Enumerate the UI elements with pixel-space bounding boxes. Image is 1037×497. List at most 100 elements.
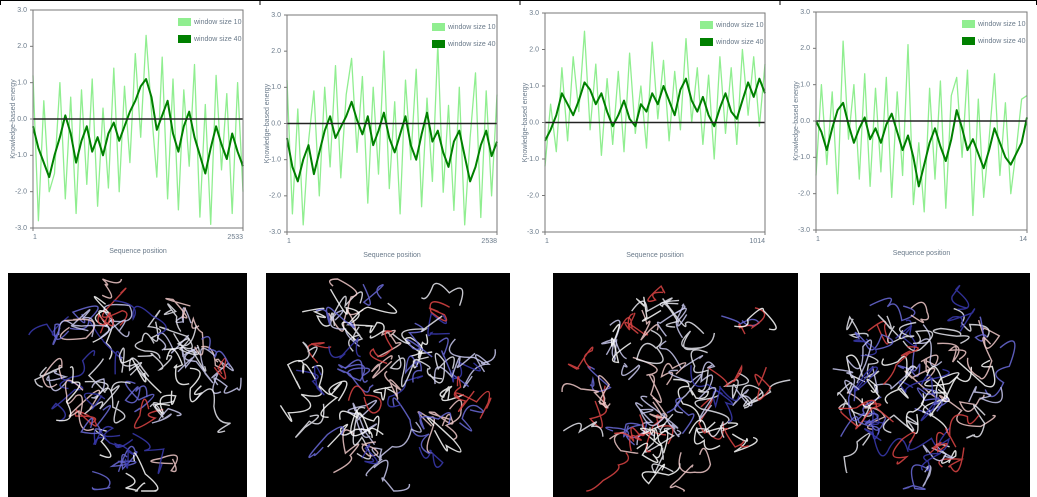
ribbon bbox=[417, 411, 435, 454]
ribbon bbox=[621, 362, 641, 381]
ribbon bbox=[656, 307, 688, 337]
ribbon bbox=[641, 463, 681, 485]
ribbon bbox=[922, 398, 948, 434]
ribbon bbox=[902, 330, 934, 352]
ribbon bbox=[191, 316, 204, 356]
legend-swatch bbox=[178, 35, 191, 43]
ribbon bbox=[195, 388, 231, 433]
y-tick-label: -1.0 bbox=[527, 156, 539, 163]
ribbon bbox=[644, 413, 675, 453]
y-tick-label: 1.0 bbox=[800, 82, 810, 89]
ribbon bbox=[132, 432, 165, 475]
ribbon bbox=[635, 329, 664, 365]
ribbon bbox=[853, 366, 878, 393]
ribbon bbox=[688, 387, 710, 400]
y-tick-label: 3.0 bbox=[17, 7, 27, 14]
y-tick-label: 1.0 bbox=[17, 80, 27, 87]
ribbon bbox=[968, 386, 1003, 404]
ribbon bbox=[712, 385, 740, 409]
ribbon bbox=[947, 308, 976, 332]
ribbon bbox=[610, 323, 632, 364]
structure-ribbons bbox=[28, 278, 1016, 492]
ribbon bbox=[840, 403, 882, 430]
ribbon bbox=[945, 414, 980, 448]
ribbon bbox=[690, 349, 709, 392]
ribbon bbox=[640, 423, 666, 435]
y-tick-label: 2.0 bbox=[529, 46, 539, 53]
ribbon bbox=[373, 459, 411, 492]
ribbon bbox=[898, 321, 917, 340]
ribbon bbox=[635, 402, 656, 446]
ribbon bbox=[387, 375, 424, 408]
series-line bbox=[32, 34, 244, 226]
x-axis-label: Sequence position bbox=[109, 248, 167, 255]
ribbon bbox=[895, 319, 917, 348]
ribbon bbox=[95, 387, 126, 424]
ribbon bbox=[448, 338, 497, 365]
ribbon bbox=[412, 334, 429, 369]
ribbon bbox=[352, 406, 372, 460]
ribbon bbox=[296, 365, 325, 396]
ribbon bbox=[151, 407, 182, 424]
y-tick-label: -1.0 bbox=[15, 152, 27, 159]
ribbon bbox=[428, 301, 450, 322]
ribbon bbox=[882, 346, 919, 386]
ribbon bbox=[420, 282, 464, 306]
ribbon bbox=[693, 421, 721, 450]
ribbon bbox=[339, 410, 384, 436]
ribbon bbox=[902, 464, 929, 490]
ribbon bbox=[46, 370, 69, 392]
y-tick-label: -1.0 bbox=[269, 157, 281, 164]
ribbon bbox=[632, 356, 662, 404]
ribbon bbox=[184, 346, 216, 384]
y-tick-label: -2.0 bbox=[269, 193, 281, 200]
ribbon bbox=[707, 364, 743, 387]
y-tick-label: 0.0 bbox=[271, 120, 281, 127]
ribbon bbox=[734, 307, 777, 331]
ribbon bbox=[134, 332, 161, 359]
ribbon bbox=[884, 371, 912, 405]
ribbon bbox=[738, 307, 766, 335]
ribbon bbox=[609, 319, 621, 362]
x-tick-label: 14 bbox=[1019, 236, 1027, 243]
ribbon bbox=[404, 355, 422, 383]
ribbon bbox=[337, 368, 374, 393]
legend-swatch bbox=[700, 38, 713, 46]
ribbon bbox=[88, 320, 123, 375]
y-tick-label: 0.0 bbox=[800, 118, 810, 125]
y-tick-label: -3.0 bbox=[269, 229, 281, 236]
ribbon bbox=[165, 297, 191, 319]
y-axis-label: Knowledge-based energy bbox=[10, 79, 17, 159]
ribbon bbox=[51, 377, 84, 422]
ribbon bbox=[640, 395, 679, 430]
ribbon bbox=[330, 309, 361, 348]
ribbon bbox=[892, 431, 916, 465]
ribbon bbox=[165, 348, 190, 386]
ribbon bbox=[34, 366, 63, 388]
x-tick-label: 1 bbox=[33, 234, 37, 241]
ribbon bbox=[92, 436, 134, 449]
ribbon bbox=[384, 370, 402, 400]
ribbon bbox=[328, 278, 364, 316]
ribbon bbox=[101, 287, 128, 326]
ribbon bbox=[681, 330, 716, 351]
ribbon bbox=[124, 380, 155, 413]
y-tick-label: 3.0 bbox=[529, 10, 539, 17]
y-tick-label: 2.0 bbox=[17, 43, 27, 50]
y-tick-label: 1.0 bbox=[271, 84, 281, 91]
ribbon bbox=[279, 385, 323, 422]
ribbon bbox=[379, 421, 422, 458]
ribbon bbox=[920, 354, 939, 373]
ribbon bbox=[133, 452, 159, 492]
ribbon bbox=[861, 378, 881, 408]
series-line bbox=[544, 77, 766, 142]
ribbon bbox=[56, 366, 81, 422]
ribbon bbox=[869, 297, 916, 322]
y-tick-label: 2.0 bbox=[271, 48, 281, 55]
ribbon bbox=[660, 362, 687, 386]
ribbon bbox=[118, 347, 147, 379]
ribbon bbox=[146, 309, 162, 342]
ribbon bbox=[649, 397, 668, 419]
ribbon bbox=[302, 307, 331, 327]
y-tick-label: 3.0 bbox=[271, 12, 281, 19]
